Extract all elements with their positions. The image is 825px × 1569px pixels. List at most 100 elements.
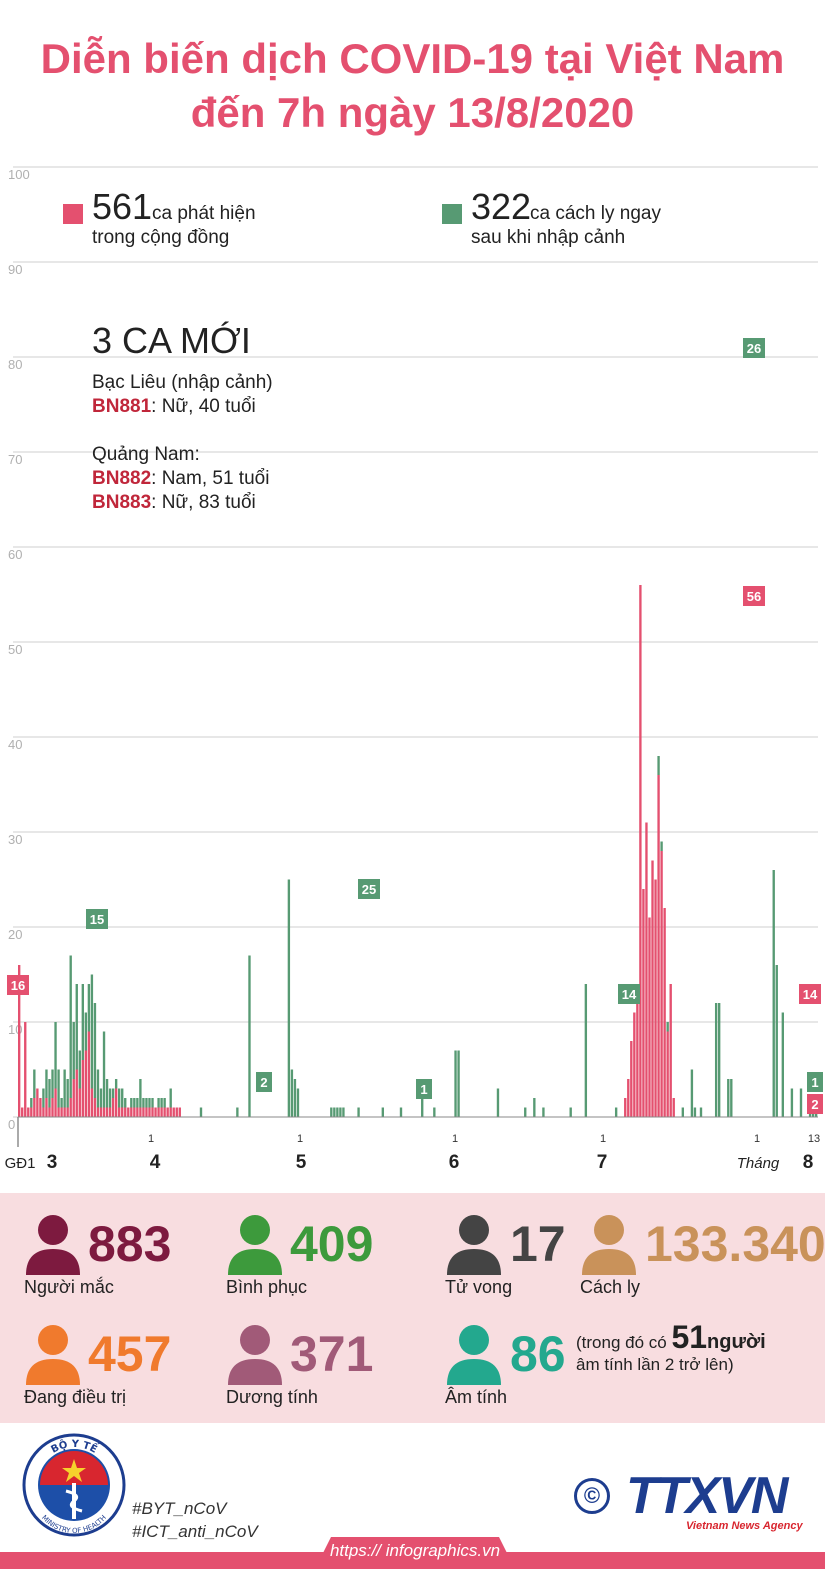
bar-quarantine (666, 1022, 669, 1032)
svg-text:15: 15 (90, 912, 104, 927)
bar-community (42, 1107, 45, 1117)
source-url[interactable]: https:// infographics.vn (329, 1541, 501, 1560)
bar-quarantine (130, 1098, 133, 1108)
stat-value: 133.340 (645, 1216, 825, 1272)
legend-quarantine-value: 322 (471, 186, 532, 227)
bar-quarantine (30, 1098, 33, 1108)
bar-quarantine (542, 1107, 545, 1117)
stat-value: 409 (290, 1216, 374, 1272)
bar-quarantine (121, 1088, 124, 1108)
bar-community (51, 1098, 54, 1117)
bar-quarantine (342, 1107, 345, 1117)
stat-value: 17 (510, 1216, 566, 1272)
x-month-label: 5 (296, 1152, 307, 1173)
ministry-of-health-logo: BỘ Y TẾ MINISTRY OF HEALTH (22, 1433, 126, 1537)
x-month-label: Tháng (737, 1155, 780, 1172)
bar-community (96, 1107, 100, 1117)
bar-community (81, 1060, 84, 1117)
bar-quarantine (293, 1079, 297, 1117)
y-tick-label: 50 (8, 642, 22, 657)
stat-value: 371 (290, 1326, 374, 1382)
value-label: 2 (256, 1072, 272, 1092)
svg-text:26: 26 (747, 341, 761, 356)
svg-text:14: 14 (622, 987, 637, 1002)
bar-quarantine (718, 1003, 721, 1117)
bar-community (36, 1088, 39, 1117)
y-tick-label: 80 (8, 357, 22, 372)
svg-text:14: 14 (803, 987, 818, 1002)
bar-community (60, 1107, 63, 1117)
bar-quarantine (533, 1098, 536, 1117)
bar-quarantine (660, 841, 663, 851)
copyright-icon: © (574, 1478, 610, 1514)
bar-community (145, 1107, 148, 1117)
bar-community (24, 1022, 27, 1117)
bar-quarantine (496, 1088, 500, 1117)
page-title-1: Diễn biến dịch COVID-19 tại Việt Nam (40, 35, 785, 82)
bar-community (69, 1098, 72, 1117)
bar-community (166, 1107, 169, 1117)
stat-label: Bình phục (226, 1277, 308, 1297)
bar-community (114, 1088, 118, 1117)
bar-community (127, 1107, 130, 1117)
case2-id: BN882 (92, 468, 152, 489)
bar-quarantine (693, 1107, 697, 1117)
y-tick-label: 20 (8, 927, 22, 942)
bar-community (627, 1079, 630, 1117)
person-icon (26, 1325, 80, 1385)
x-month-label: 8 (803, 1152, 814, 1173)
svg-text:1: 1 (420, 1082, 427, 1097)
bar-quarantine (145, 1098, 148, 1108)
bar-community (139, 1107, 142, 1117)
bar-quarantine (330, 1107, 333, 1117)
bar-community (639, 585, 642, 1117)
bar-community (45, 1098, 48, 1117)
case2-desc: : Nam, 51 tuổi (151, 468, 270, 489)
bar-quarantine (45, 1069, 48, 1098)
bar-community (30, 1107, 33, 1117)
bar-quarantine (336, 1107, 339, 1117)
bar-community (124, 1107, 127, 1117)
legend-quarantine-swatch (442, 204, 462, 224)
bar-quarantine (790, 1088, 794, 1117)
bar-quarantine (66, 1079, 69, 1108)
hashtag-ict: #ICT_anti_nCoV (132, 1522, 258, 1541)
legend-quarantine-text2: sau khi nhập cảnh (471, 227, 626, 248)
bar-community (66, 1107, 69, 1117)
x-day-label: 1 (600, 1133, 606, 1145)
bar-community (87, 1031, 91, 1117)
x-day-label: 1 (452, 1133, 458, 1145)
bar-quarantine (772, 870, 775, 1117)
bar-quarantine (421, 1088, 424, 1117)
bar-quarantine (108, 1088, 112, 1108)
bar-community (57, 1107, 60, 1117)
y-tick-label: 100 (8, 167, 30, 182)
stats-panel (0, 1193, 825, 1423)
bar-community (21, 1107, 24, 1117)
stat-label: Dương tính (226, 1387, 318, 1407)
note-suffix: người (707, 1331, 766, 1353)
bar-quarantine (84, 1012, 88, 1051)
bar-community (48, 1107, 51, 1117)
value-label: 15 (86, 909, 108, 929)
svg-text:16: 16 (11, 978, 25, 993)
bar-quarantine (81, 984, 84, 1060)
bar-quarantine (160, 1098, 163, 1108)
bar-quarantine (357, 1107, 360, 1117)
stat-value: 86 (510, 1326, 566, 1382)
bar-community (142, 1107, 145, 1117)
bar-quarantine (730, 1079, 733, 1117)
bar-community (175, 1107, 178, 1117)
logo-top-text: BỘ Y TẾ (49, 1438, 100, 1456)
svg-text:BỘ Y TẾ: BỘ Y TẾ (49, 1438, 100, 1456)
bar-community (157, 1107, 160, 1117)
bar-community (669, 984, 672, 1117)
bar-community (111, 1098, 115, 1117)
bar-community (18, 965, 21, 1117)
new-cases-group2: Quảng Nam: (92, 444, 200, 465)
stat-value: 883 (88, 1216, 172, 1272)
bar-quarantine (69, 955, 72, 1098)
case1-desc: : Nữ, 40 tuổi (151, 396, 256, 417)
bar-quarantine (93, 1003, 97, 1098)
